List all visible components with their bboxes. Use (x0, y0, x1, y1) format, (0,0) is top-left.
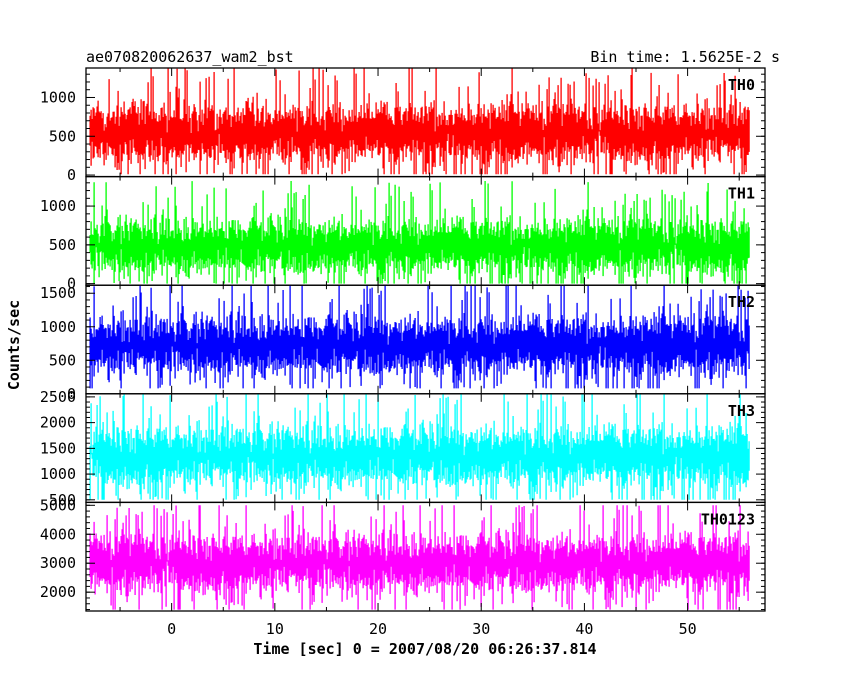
series-th3 (89, 394, 750, 500)
series-th2 (89, 285, 750, 389)
y-tick-label: 0 (67, 275, 76, 293)
y-tick-label: 1000 (40, 88, 76, 106)
x-tick-label: 50 (679, 620, 697, 638)
y-tick-label: 4000 (40, 525, 76, 543)
y-tick-label: 3000 (40, 554, 76, 572)
y-tick-label: 500 (49, 236, 76, 254)
series-th0 (89, 68, 750, 175)
y-axis-title: Counts/sec (5, 300, 23, 390)
x-tick-label: 30 (472, 620, 490, 638)
x-tick-label: 20 (369, 620, 387, 638)
y-tick-label: 5000 (40, 496, 76, 514)
y-tick-label: 1000 (40, 197, 76, 215)
series-th0123 (89, 505, 750, 610)
y-tick-label: 1000 (40, 318, 76, 336)
y-tick-label: 0 (67, 385, 76, 403)
panel-label-th0: TH0 (728, 76, 755, 94)
y-tick-label: 1500 (40, 284, 76, 302)
x-tick-label: 40 (575, 620, 593, 638)
y-tick-label: 500 (49, 351, 76, 369)
bin-time-label: Bin time: 1.5625E-2 s (590, 48, 780, 66)
y-tick-label: 2000 (40, 414, 76, 432)
x-axis-title: Time [sec] 0 = 2007/08/20 06:26:37.814 (253, 640, 596, 658)
y-tick-label: 2500 (40, 388, 76, 406)
y-tick-label: 1500 (40, 439, 76, 457)
y-tick-label: 500 (49, 127, 76, 145)
panel-label-th1: TH1 (728, 185, 755, 203)
panel-label-th0123: TH0123 (701, 510, 755, 528)
x-tick-label: 0 (167, 620, 176, 638)
panel-label-th2: TH2 (728, 293, 755, 311)
chart-title: ae070820062637_wam2_bst (86, 48, 294, 66)
series-th1 (89, 181, 750, 284)
y-tick-label: 500 (49, 491, 76, 509)
y-tick-label: 2000 (40, 583, 76, 601)
x-tick-label: 10 (266, 620, 284, 638)
panel-frame-th0123 (85, 501, 766, 612)
y-tick-label: 1000 (40, 465, 76, 483)
y-tick-label: 0 (67, 166, 76, 184)
panel-label-th3: TH3 (728, 402, 755, 420)
